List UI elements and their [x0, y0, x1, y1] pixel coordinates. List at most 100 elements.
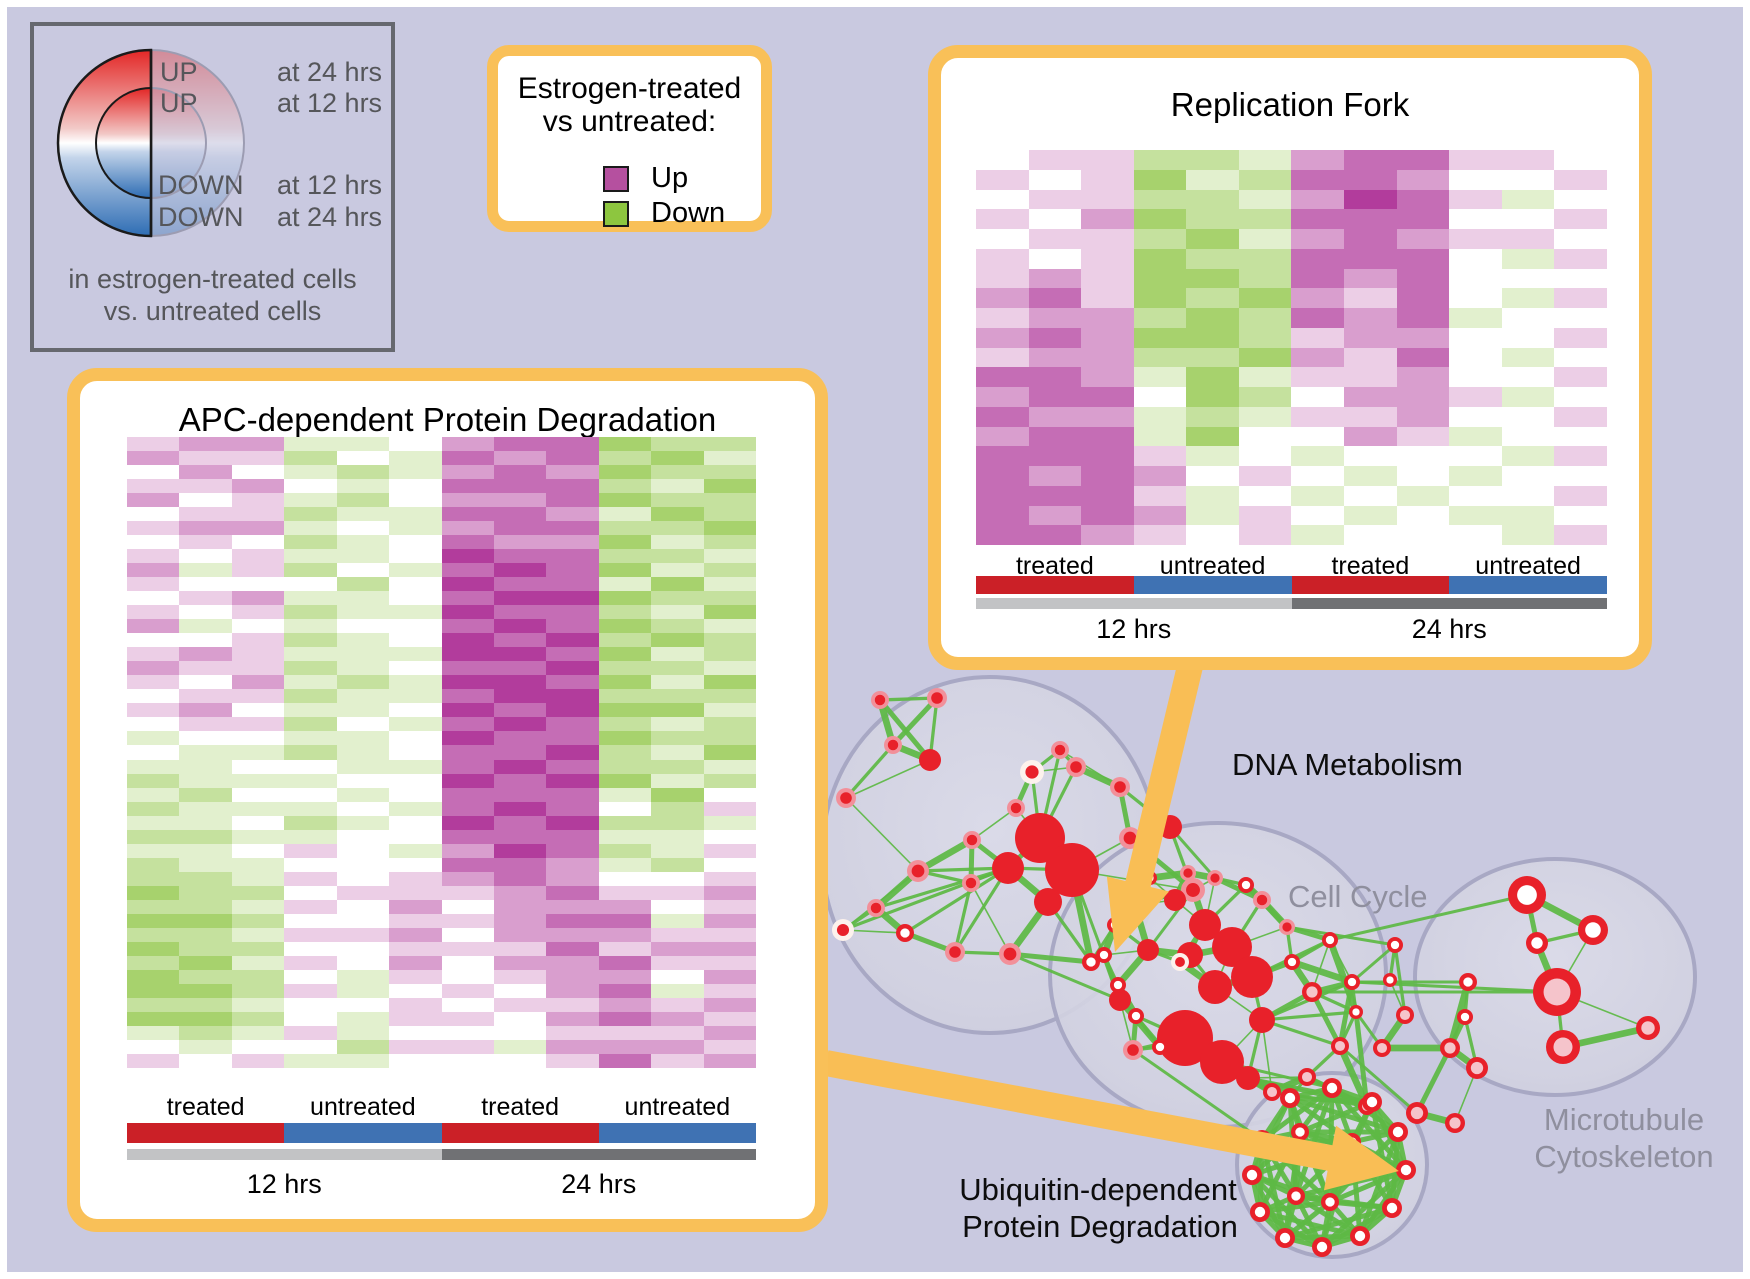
heatmap-cell	[284, 451, 337, 466]
heatmap-cell	[389, 1011, 442, 1026]
heatmap-cell	[284, 493, 337, 508]
heatmap-cell	[1291, 308, 1345, 328]
network-node-donut-center	[1531, 937, 1543, 949]
network-edge	[1261, 980, 1353, 1022]
heatmap-cell	[179, 577, 232, 592]
heatmap-cell	[1133, 169, 1187, 190]
heatmap-cell	[651, 955, 704, 970]
ring-dir-down-24: DOWN	[158, 202, 244, 232]
heatmap-cell	[1028, 446, 1082, 466]
heatmap-cell	[1133, 327, 1187, 348]
heatmap-cell	[179, 1053, 232, 1068]
heatmap-cell	[441, 549, 494, 564]
cluster-label-cell-cycle: Cell Cycle	[1288, 879, 1428, 914]
heatmap-cell	[1554, 347, 1607, 368]
heatmap-cell	[703, 787, 756, 802]
heatmap-cell	[1449, 446, 1502, 466]
heatmap-cell	[703, 717, 756, 732]
heatmap-cell	[1291, 466, 1345, 486]
heatmap-cell	[1238, 229, 1292, 249]
heatmap-cell	[1554, 169, 1607, 190]
heatmap-cell	[493, 731, 547, 746]
heatmap-cell	[598, 1011, 652, 1026]
heatmap-cell	[493, 1011, 547, 1026]
heatmap-cell	[179, 801, 232, 816]
network-node-solid	[1200, 1040, 1244, 1084]
heatmap-cell	[1028, 169, 1082, 190]
heatmap-cell	[1449, 150, 1502, 170]
heatmap-cell	[127, 815, 180, 830]
heatmap-cell	[179, 493, 232, 508]
heatmap-cell	[651, 633, 704, 648]
network-node-donut-center	[1254, 1206, 1266, 1218]
heatmap-cell	[1291, 189, 1345, 210]
heatmap-cell	[336, 479, 390, 494]
heatmap-cell	[1449, 189, 1502, 210]
heatmap-cell	[1344, 209, 1397, 229]
heatmap-cell	[1449, 268, 1502, 289]
network-node-donut-center	[1325, 1197, 1335, 1207]
heatmap-cell	[127, 535, 180, 550]
heatmap-cell	[389, 773, 442, 788]
condition-bar-segment	[1449, 576, 1607, 594]
heatmap-cell	[651, 899, 704, 914]
heatmap-cell	[336, 913, 390, 928]
heatmap-cell	[284, 479, 337, 494]
heatmap-cell	[179, 955, 232, 970]
heatmap-cell	[1449, 505, 1502, 526]
heatmap-cell	[127, 745, 180, 760]
heatmap-cell	[441, 871, 494, 886]
condition-label: treated	[166, 1093, 245, 1121]
heatmap-cell	[598, 437, 652, 452]
heatmap-cell	[1291, 248, 1345, 269]
heatmap-cell	[179, 563, 232, 578]
heatmap-cell	[1344, 308, 1397, 328]
heatmap-cell	[127, 899, 180, 914]
heatmap-cell	[546, 885, 599, 900]
heatmap-cell	[651, 759, 704, 774]
network-edge	[1353, 1011, 1370, 1107]
heatmap-cell	[231, 577, 285, 592]
heatmap-cell	[703, 563, 756, 578]
heatmap-cell	[493, 997, 547, 1012]
heatmap-cell	[1501, 288, 1555, 308]
heatmap-cell	[336, 521, 390, 536]
heatmap-cell	[651, 731, 704, 746]
condition-label: untreated	[310, 1093, 416, 1121]
heatmap-cell	[493, 913, 547, 928]
heatmap-cell	[493, 941, 547, 956]
heatmap-cell	[284, 605, 337, 620]
heatmap-cell	[1081, 308, 1134, 328]
network-node-core	[840, 792, 852, 804]
legend-item-down: Down	[603, 197, 725, 230]
heatmap-cell	[546, 591, 599, 606]
heatmap-cell	[546, 913, 599, 928]
heatmap-cell	[546, 605, 599, 620]
heatmap-cell	[179, 759, 232, 774]
heatmap-cell	[127, 493, 180, 508]
condition-bar-segment	[598, 1123, 756, 1143]
network-node-donut-center	[1366, 1096, 1378, 1108]
heatmap-cell	[598, 801, 652, 816]
heatmap-cell	[1501, 485, 1555, 506]
network-edge	[1309, 990, 1343, 1048]
heatmap-cell	[179, 815, 232, 830]
heatmap-cell	[651, 969, 704, 984]
heatmap-cell	[389, 577, 442, 592]
heatmap-cell	[389, 549, 442, 564]
heatmap-cell	[441, 787, 494, 802]
heatmap-cell	[231, 955, 285, 970]
condition-bar-segment	[441, 1123, 599, 1143]
network-node-donut-center	[1099, 950, 1109, 960]
heatmap-cell	[127, 1011, 180, 1026]
replication-fork-time-labels: 12 hrs 24 hrs	[976, 614, 1607, 645]
heatmap-cell	[1344, 367, 1397, 387]
network-node-donut-center	[1449, 1117, 1461, 1129]
heatmap-cell	[389, 605, 442, 620]
heatmap-cell	[493, 619, 547, 634]
ring-caption-line2: vs. untreated cells	[103, 296, 322, 326]
heatmap-cell	[127, 465, 180, 480]
heatmap-cell	[179, 717, 232, 732]
heatmap-cell	[179, 605, 232, 620]
